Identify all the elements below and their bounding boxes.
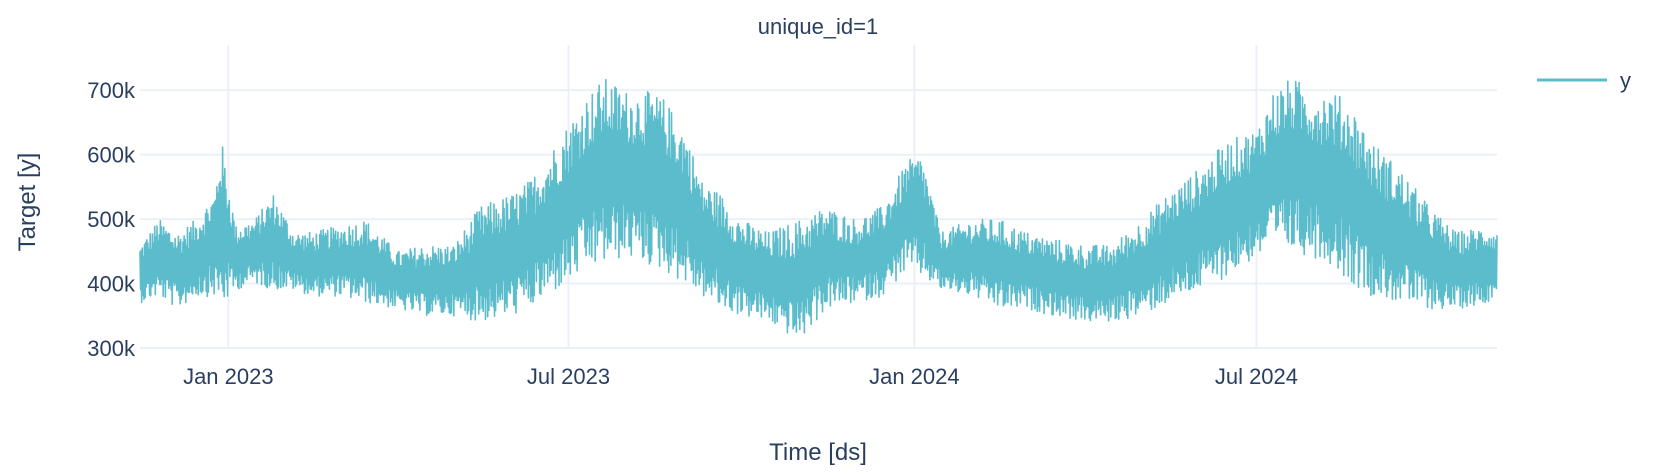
y-tick-label: 400k: [87, 272, 136, 297]
y-tick-label: 700k: [87, 78, 136, 103]
x-tick-label: Jan 2023: [183, 364, 274, 389]
legend[interactable]: y: [1537, 68, 1631, 93]
y-tick-label: 600k: [87, 143, 136, 168]
series-line-y[interactable]: [139, 78, 1498, 334]
y-axis-title: Target [y]: [14, 153, 41, 252]
y-axis-ticks: 300k 400k 500k 600k 700k: [87, 78, 136, 361]
x-tick-label: Jul 2023: [527, 364, 610, 389]
x-axis-ticks: Jan 2023 Jul 2023 Jan 2024 Jul 2024: [183, 364, 1298, 389]
y-tick-label: 300k: [87, 336, 136, 361]
y-tick-label: 500k: [87, 207, 136, 232]
x-tick-label: Jan 2024: [869, 364, 960, 389]
legend-label: y: [1620, 68, 1631, 93]
x-axis-title: Time [ds]: [769, 439, 867, 466]
x-tick-label: Jul 2024: [1215, 364, 1298, 389]
chart-title: unique_id=1: [758, 14, 879, 39]
series-layer: [139, 78, 1498, 334]
